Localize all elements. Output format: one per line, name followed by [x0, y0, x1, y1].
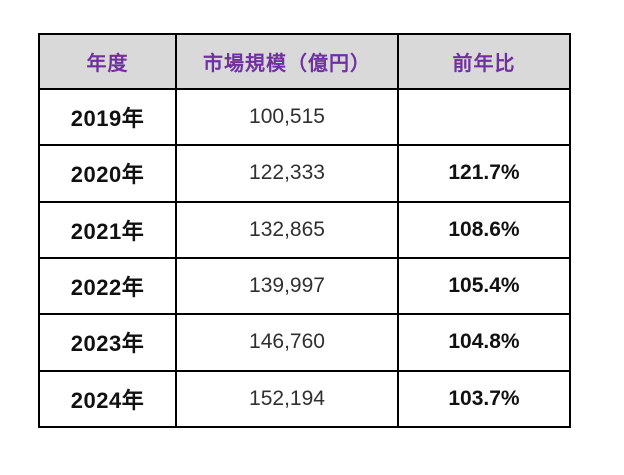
yoy-cell: 104.8% [397, 313, 571, 372]
column-header-yoy: 前年比 [397, 33, 571, 90]
table-row: 2023年 146,760 104.8% [38, 313, 571, 372]
table-row: 2024年 152,194 103.7% [38, 369, 571, 429]
yoy-cell: 105.4% [397, 256, 571, 316]
column-header-year: 年度 [38, 33, 177, 90]
table-row: 2021年 132,865 108.6% [38, 200, 571, 259]
year-cell: 2021年 [38, 200, 177, 259]
table-row: 2020年 122,333 121.7% [38, 144, 571, 203]
year-cell: 2024年 [38, 369, 177, 429]
table-header-row: 年度 市場規模（億円） 前年比 [38, 33, 571, 90]
year-cell: 2022年 [38, 256, 177, 316]
yoy-cell: 103.7% [397, 369, 571, 429]
market-size-cell: 152,194 [175, 369, 399, 429]
market-size-table: 年度 市場規模（億円） 前年比 2019年 100,515 2020年 122,… [38, 33, 571, 429]
market-size-cell: 100,515 [175, 87, 399, 147]
market-size-cell: 146,760 [175, 313, 399, 372]
year-cell: 2019年 [38, 87, 177, 147]
table-row: 2022年 139,997 105.4% [38, 256, 571, 316]
table-row: 2019年 100,515 [38, 87, 571, 147]
year-cell: 2023年 [38, 313, 177, 372]
yoy-cell: 108.6% [397, 200, 571, 259]
year-cell: 2020年 [38, 144, 177, 203]
column-header-market-size: 市場規模（億円） [175, 33, 399, 90]
market-size-cell: 132,865 [175, 200, 399, 259]
market-size-cell: 139,997 [175, 256, 399, 316]
yoy-cell: 121.7% [397, 144, 571, 203]
yoy-cell [397, 87, 571, 147]
market-size-cell: 122,333 [175, 144, 399, 203]
